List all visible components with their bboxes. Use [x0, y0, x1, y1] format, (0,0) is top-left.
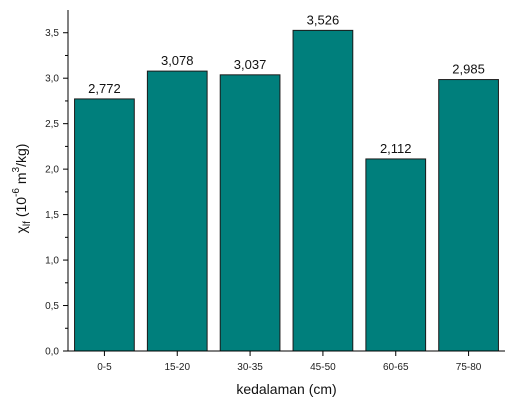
y-tick-label: 1,5: [45, 210, 59, 221]
bar: [365, 158, 427, 352]
bar: [219, 74, 281, 352]
x-tick-label: 15-20: [164, 362, 190, 373]
bar: [74, 98, 135, 352]
x-axis-title: kedalaman (cm): [236, 381, 336, 397]
bar: [292, 29, 354, 352]
x-tick-label: 30-35: [237, 362, 263, 373]
y-axis-ticks: 0,0 0,5 1,0 1,5 2,0 2,5 3,0 3,5: [45, 28, 68, 358]
bar-value-label: 3,078: [161, 53, 194, 68]
bar-value-label: 2,112: [380, 141, 412, 156]
bars: [74, 29, 499, 352]
y-axis-title-suffix: /kg): [13, 144, 29, 167]
x-tick-label: 0-5: [97, 362, 112, 373]
bar: [438, 79, 499, 352]
y-tick-label: 0,5: [45, 301, 59, 312]
y-tick-label: 3,0: [45, 74, 59, 85]
y-axis-title: χlf (10-6 m3/kg): [11, 144, 33, 234]
y-axis-title-exponent-2: 3: [11, 166, 22, 172]
x-tick-label: 75-80: [456, 362, 482, 373]
y-tick-label: 0,0: [45, 347, 59, 358]
bar-value-label: 2,772: [88, 81, 121, 96]
y-tick-label: 3,5: [45, 28, 59, 39]
y-axis-title-units: (10: [13, 197, 29, 221]
bar-value-label: 3,526: [307, 12, 340, 27]
y-tick-label: 1,0: [45, 256, 59, 267]
x-axis-ticks: 0-5 15-20 30-35 45-50 60-65 75-80: [97, 351, 482, 373]
x-tick-label: 60-65: [383, 362, 409, 373]
bar-value-label: 2,985: [452, 62, 485, 77]
bar-value-label: 3,037: [234, 57, 267, 72]
bar: [146, 70, 208, 352]
y-axis-title-unit-m: m: [13, 172, 29, 188]
y-axis-title-subscript: lf: [22, 221, 33, 226]
x-tick-label: 45-50: [310, 362, 336, 373]
y-axis-title-symbol: χ: [13, 225, 29, 233]
value-labels: 2,772 3,078 3,037 3,526 2,112 2,985: [88, 12, 485, 156]
y-axis-title-exponent-1: -6: [11, 188, 22, 197]
y-tick-label: 2,5: [45, 119, 59, 130]
y-tick-label: 2,0: [45, 165, 59, 176]
